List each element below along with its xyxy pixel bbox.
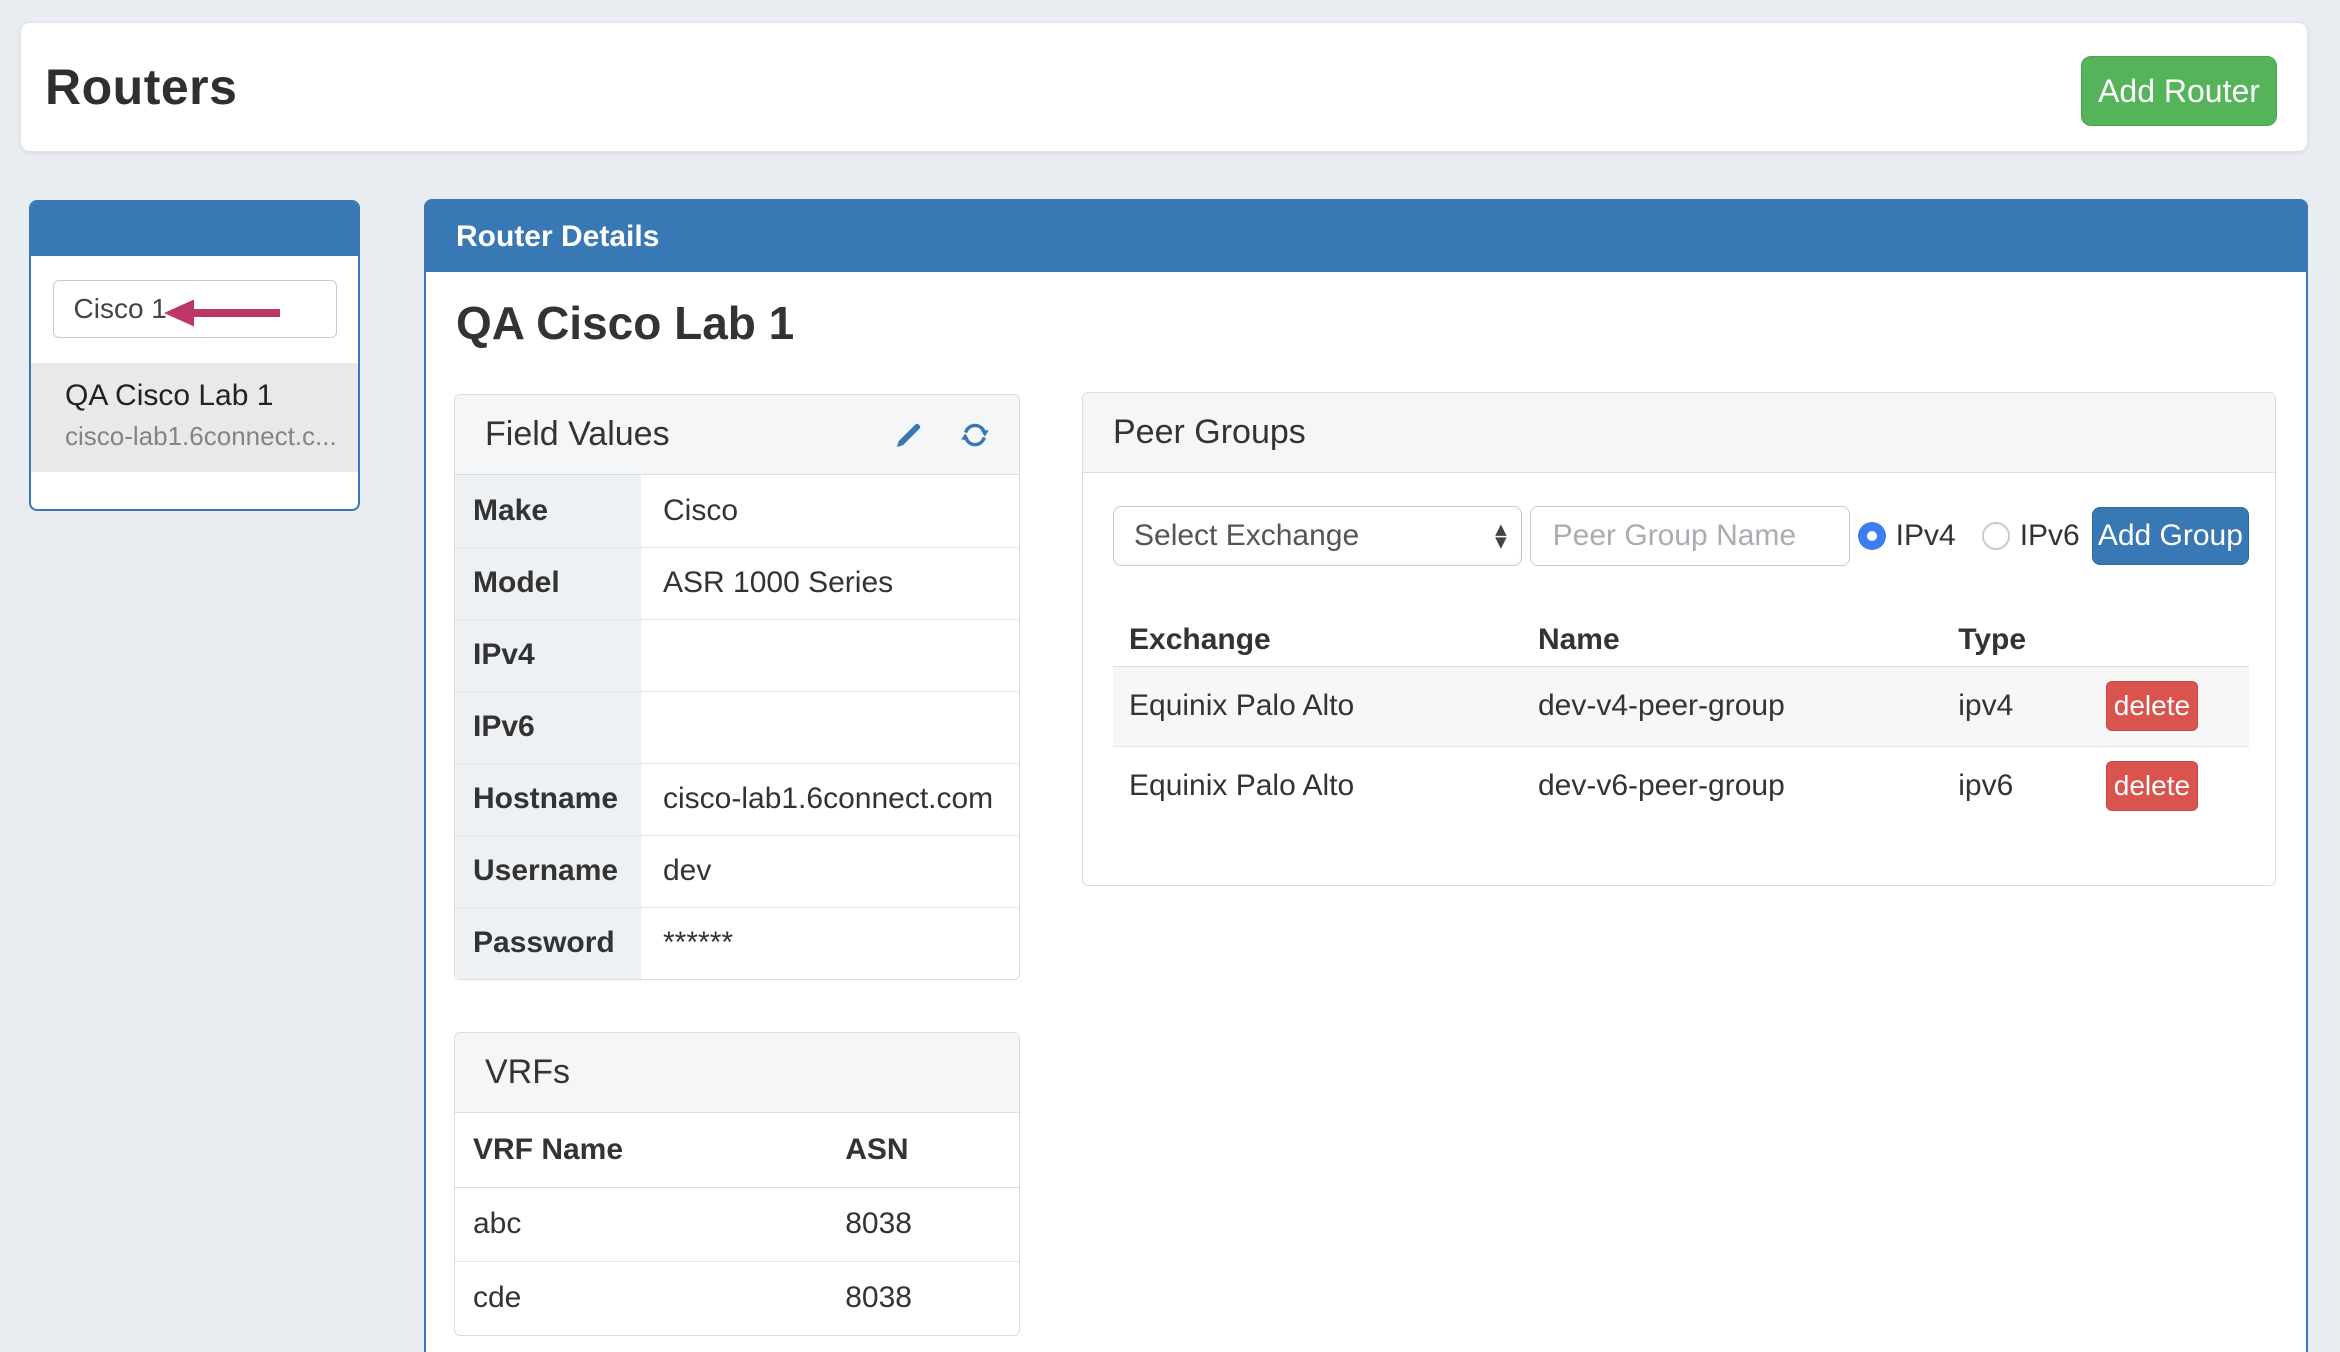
ipv4-radio-control[interactable] [1857,522,1886,550]
ipv6-radio-control[interactable] [1981,522,2010,550]
table-row: Equinix Palo Alto dev-v4-peer-group ipv4… [1113,666,2249,746]
field-values-table: Make Cisco Model ASR 1000 Series IPv4 IP… [455,475,1019,979]
table-row: Username dev [455,834,1019,907]
field-values-header: Field Values [455,395,1019,475]
column-header-type: Type [1942,614,2090,667]
ipv4-radio[interactable]: IPv4 [1857,519,1956,553]
field-label: Model [455,546,641,619]
router-list-header-bar [31,202,358,256]
table-row: IPv6 [455,690,1019,763]
peer-group-type: ipv6 [1942,745,2090,826]
column-header-exchange: Exchange [1113,614,1522,667]
table-row: cde 8038 [455,1260,1019,1335]
add-router-button[interactable]: Add Router [2081,56,2277,126]
ipv6-radio[interactable]: IPv6 [1981,519,2080,553]
table-row: Hostname cisco-lab1.6connect.com [455,762,1019,835]
router-details-panel: Router Details QA Cisco Lab 1 Field Valu… [424,199,2308,1352]
column-header-vrf-name: VRF Name [455,1113,828,1188]
peer-group-exchange: Equinix Palo Alto [1129,689,1355,722]
vrfs-panel: VRFs VRF Name ASN abc 8038 cde 8 [454,1032,1020,1336]
peer-groups-header: Peer Groups [1083,393,2275,473]
add-group-button[interactable]: Add Group [2091,507,2249,565]
peer-group-name: dev-v4-peer-group [1537,689,1785,722]
exchange-select[interactable]: Select Exchange ▲ ▼ [1113,506,1522,566]
peer-groups-controls: Select Exchange ▲▼ IPv4 IPv6 Add Group [1113,506,2249,566]
router-item-title: QA Cisco Lab 1 [65,379,274,412]
router-item-subtitle: cisco-lab1.6connect.c... [65,421,337,451]
column-header-name: Name [1521,614,1943,667]
field-label: Hostname [455,762,641,835]
peer-groups-title: Peer Groups [1113,413,1306,451]
select-arrows-icon: ▲ ▼ [1495,520,1507,551]
peer-group-name: dev-v6-peer-group [1521,745,1943,826]
field-label: Make [455,475,641,547]
peer-groups-table: Exchange Name Type Equinix Palo Alto dev… [1113,614,2249,826]
field-label: IPv4 [455,618,641,691]
column-header-actions [2089,614,2249,667]
peer-groups-body: Select Exchange ▲▼ IPv4 IPv6 Add Group [1083,506,2275,826]
vrf-name: abc [473,1207,522,1240]
ipv4-radio-label: IPv4 [1895,519,1956,552]
edit-icon[interactable] [893,419,925,451]
router-name-heading: QA Cisco Lab 1 [456,297,795,349]
field-values-title: Field Values [485,415,670,453]
table-header-row: Exchange Name Type [1113,614,2249,667]
delete-peer-group-button[interactable]: delete [2105,761,2198,812]
vrf-asn: 8038 [845,1207,912,1240]
field-values-actions [893,419,991,451]
field-label: Username [455,834,641,907]
field-label: IPv6 [455,690,641,763]
router-list-item[interactable]: QA Cisco Lab 1 cisco-lab1.6connect.c... [31,363,358,472]
router-details-title: Router Details [456,219,660,253]
table-row: abc 8038 [455,1187,1019,1261]
field-value: ****** [641,906,1019,979]
table-row: Model ASR 1000 Series [455,546,1019,619]
exchange-select-value: Select Exchange [1134,519,1360,552]
table-row: Make Cisco [455,475,1019,547]
field-value [641,690,1019,763]
router-details-header: Router Details [426,201,2306,272]
field-values-panel: Field Values Make [454,394,1020,980]
vrf-name: cde [455,1260,828,1335]
field-value [641,618,1019,691]
table-header-row: VRF Name ASN [455,1113,1019,1188]
ipv6-radio-label: IPv6 [2019,519,2080,552]
table-row: Equinix Palo Alto dev-v6-peer-group ipv6… [1113,745,2249,826]
peer-group-name-input[interactable] [1529,506,1850,566]
page-title: Routers [45,59,238,115]
column-header-asn: ASN [827,1113,1019,1188]
field-value: dev [641,834,1019,907]
refresh-icon[interactable] [959,419,991,451]
vrfs-header: VRFs [455,1033,1019,1113]
peer-groups-panel: Peer Groups Select Exchange ▲▼ IPv4 I [1082,392,2276,886]
page-header: Routers Add Router [20,22,2308,152]
field-label: Password [455,906,641,979]
vrf-asn: 8038 [827,1260,1019,1335]
vrfs-title: VRFs [485,1053,570,1091]
field-value: cisco-lab1.6connect.com [641,762,1019,835]
field-value: ASR 1000 Series [641,546,1019,619]
table-row: Password ****** [455,906,1019,979]
field-value: Cisco [663,493,739,527]
router-list-panel: QA Cisco Lab 1 cisco-lab1.6connect.c... [29,200,360,511]
vrfs-table: VRF Name ASN abc 8038 cde 8038 [455,1113,1019,1335]
router-search-input[interactable] [52,280,337,338]
peer-group-type: ipv4 [1958,689,2014,722]
peer-group-exchange: Equinix Palo Alto [1113,745,1522,826]
table-row: IPv4 [455,618,1019,691]
delete-peer-group-button[interactable]: delete [2105,681,2198,731]
